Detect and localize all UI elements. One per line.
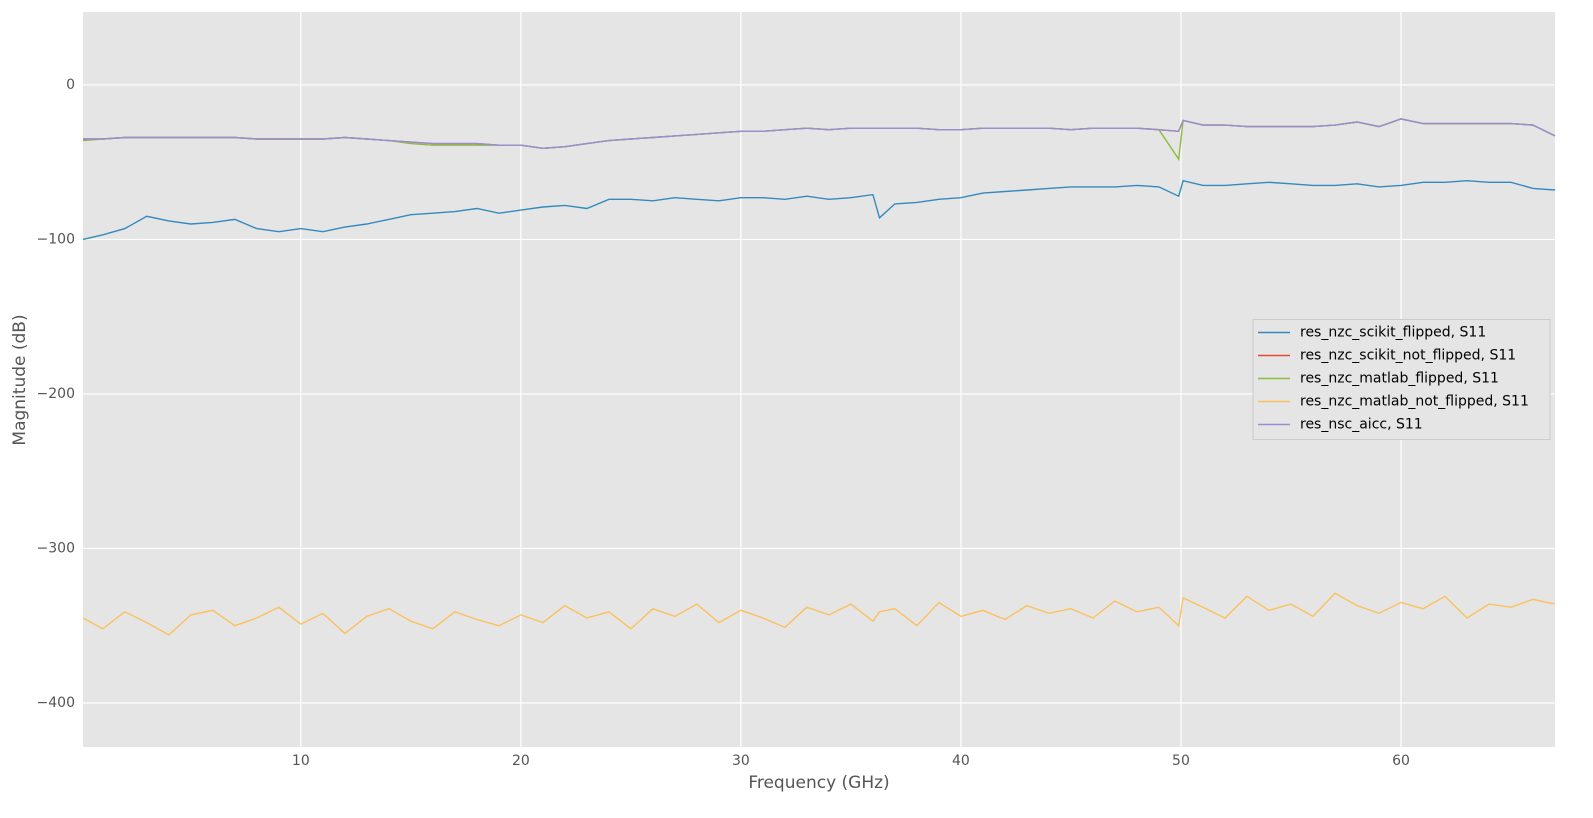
series-line: [82, 592, 1556, 636]
x-axis-label: Frequency (GHz): [748, 773, 889, 793]
legend-label: res_nzc_scikit_flipped, S11: [1300, 325, 1486, 341]
y-tick-label: 0: [66, 77, 75, 93]
y-tick-label: −200: [37, 386, 75, 402]
x-tick-label: 60: [1392, 753, 1410, 769]
x-tick-label: 30: [732, 753, 750, 769]
x-tick-label: 40: [952, 753, 970, 769]
legend-label: res_nzc_matlab_flipped, S11: [1300, 371, 1499, 387]
legend-label: res_nsc_aicc, S11: [1300, 417, 1423, 433]
series-line: [83, 118, 1556, 150]
y-axis-label: Magnitude (dB): [10, 314, 30, 445]
x-tick-label: 20: [512, 753, 530, 769]
legend-label: res_nzc_scikit_not_flipped, S11: [1300, 348, 1516, 364]
legend-frame: [1252, 319, 1551, 440]
legend: res_nzc_scikit_flipped, S11 res_nzc_sciki…: [1252, 319, 1551, 440]
y-tick-label: −100: [37, 231, 75, 247]
series-line: [82, 179, 1556, 241]
legend-label: res_nzc_matlab_not_flipped, S11: [1300, 394, 1529, 410]
y-tick-label: −400: [37, 695, 75, 711]
x-tick-label: 10: [292, 753, 310, 769]
y-tick-label: −300: [37, 540, 75, 556]
x-tick-label: 50: [1172, 753, 1190, 769]
